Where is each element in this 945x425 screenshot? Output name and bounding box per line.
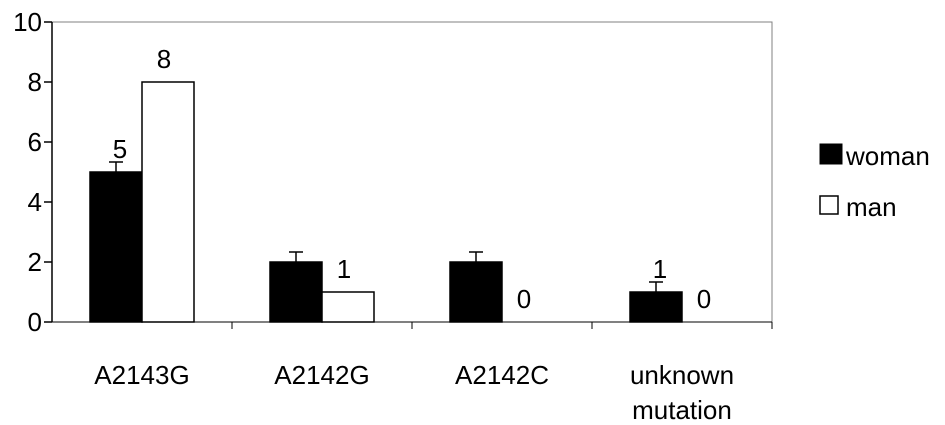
bar-woman-3 [629, 291, 683, 323]
bar-woman-0 [89, 171, 143, 323]
category-label: A2142C [455, 360, 549, 390]
data-label-man-3: 0 [697, 284, 711, 314]
bar-man-1 [321, 291, 375, 323]
legend: woman man [819, 141, 930, 222]
category-label: A2143G [94, 360, 189, 390]
data-label-man-0: 8 [157, 44, 171, 74]
category-labels: A2143G A2142G A2142C unknown mutation [94, 360, 734, 425]
category-label: A2142G [274, 360, 369, 390]
bars [89, 81, 683, 323]
legend-swatch-woman [819, 143, 843, 165]
bar-woman-1 [269, 261, 323, 323]
bar-woman-2 [449, 261, 503, 323]
data-label-man-2: 0 [517, 284, 531, 314]
y-tick-label: 4 [28, 187, 42, 217]
y-tick-label: 6 [28, 127, 42, 157]
legend-label-man: man [846, 192, 897, 222]
bar-man-0 [141, 81, 195, 323]
data-label-woman-0: 5 [113, 134, 127, 164]
legend-label-woman: woman [845, 141, 930, 171]
y-tick-label: 8 [28, 67, 42, 97]
legend-swatch-man [819, 195, 839, 215]
category-label: unknown [630, 360, 734, 390]
y-tick-label: 10 [13, 7, 42, 37]
y-tick-label: 0 [28, 307, 42, 337]
category-label: mutation [632, 395, 732, 425]
data-label-man-1: 1 [337, 254, 351, 284]
data-label-woman-3: 1 [653, 254, 667, 284]
y-tick-label: 2 [28, 247, 42, 277]
